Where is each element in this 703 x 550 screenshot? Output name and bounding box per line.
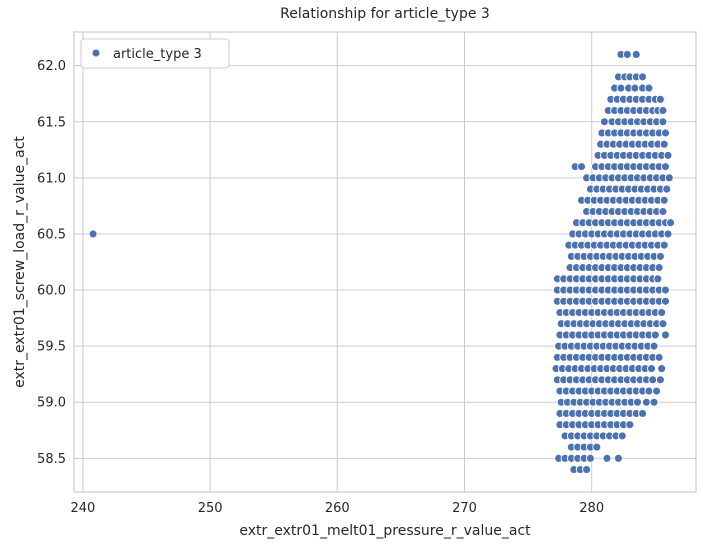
y-axis-label: extr_extr01_screw_load_r_value_act [12, 136, 28, 388]
scatter-point [638, 72, 648, 82]
scatter-point [658, 106, 668, 115]
scatter-point [649, 397, 659, 407]
y-tick-label: 62.0 [37, 59, 66, 74]
scatter-point [662, 184, 672, 194]
scatter-point [655, 251, 665, 261]
scatter-point [655, 375, 665, 385]
scatter-point [661, 296, 670, 306]
scatter-point [663, 229, 673, 239]
y-tick-label: 60.0 [37, 284, 66, 299]
scatter-point [644, 386, 654, 396]
scatter-point [631, 49, 641, 59]
scatter-point [599, 117, 609, 127]
y-tick-label: 59.0 [37, 396, 66, 411]
x-tick-label: 260 [325, 501, 350, 516]
scatter-point [659, 139, 669, 149]
scatter-point [638, 409, 648, 418]
scatter-point [641, 397, 651, 407]
scatter-point [649, 341, 659, 351]
scatter-point [622, 49, 632, 59]
scatter-point [613, 453, 623, 463]
scatter-point [652, 386, 662, 396]
points-layer [88, 49, 676, 475]
scatter-point [625, 420, 635, 430]
legend-box [80, 38, 230, 69]
x-tick-labels: 240 250 260 270 280 [70, 501, 604, 516]
scatter-point [647, 364, 656, 374]
scatter-point [661, 330, 670, 340]
scatter-point [616, 83, 626, 93]
scatter-point [653, 274, 663, 284]
scatter-point [644, 83, 654, 93]
scatter-point [661, 162, 670, 172]
scatter-point [657, 308, 667, 317]
scatter-point [661, 128, 670, 138]
scatter-point [657, 364, 667, 374]
scatter-point [585, 453, 595, 463]
scatter-point [655, 94, 665, 104]
scatter-point [617, 431, 627, 441]
y-tick-label: 60.5 [37, 227, 66, 242]
y-tick-labels: 58.5 59.0 59.5 60.0 60.5 61.0 61.5 62.0 [37, 59, 66, 467]
scatter-point [88, 229, 98, 239]
x-tick-label: 280 [579, 501, 604, 516]
x-axis-label: extr_extr01_melt01_pressure_r_value_act [239, 523, 531, 539]
y-tick-label: 59.5 [37, 340, 66, 355]
scatter-point [650, 330, 660, 340]
scatter-point [577, 162, 586, 172]
legend-marker [91, 48, 101, 58]
legend: article_type 3 [80, 38, 230, 69]
scatter-point [658, 117, 668, 127]
scatter-point [658, 319, 668, 329]
scatter-point [592, 442, 602, 452]
scatter-point [659, 195, 669, 205]
chart-title: Relationship for article_type 3 [280, 6, 490, 22]
plot-frame [73, 31, 697, 493]
x-tick-label: 270 [452, 501, 477, 516]
scatter-point [663, 150, 673, 160]
scatter-point [659, 240, 669, 250]
scatter-point [602, 453, 612, 463]
scatter-point [582, 465, 592, 475]
y-tick-label: 58.5 [37, 452, 66, 467]
scatter-point [654, 352, 664, 362]
y-tick-label: 61.5 [37, 115, 66, 130]
scatter-point [654, 263, 664, 273]
x-tick-label: 240 [70, 501, 95, 516]
scatter-point [658, 207, 668, 216]
scatter-point [664, 173, 674, 183]
y-tick-label: 61.0 [37, 171, 66, 186]
legend-label: article_type 3 [113, 47, 202, 62]
scatter-point [633, 397, 642, 407]
scatter-point [630, 83, 640, 93]
scatter-point [661, 285, 670, 295]
scatter-point [648, 375, 658, 385]
scatter-point [666, 218, 676, 228]
x-tick-label: 250 [198, 501, 223, 516]
